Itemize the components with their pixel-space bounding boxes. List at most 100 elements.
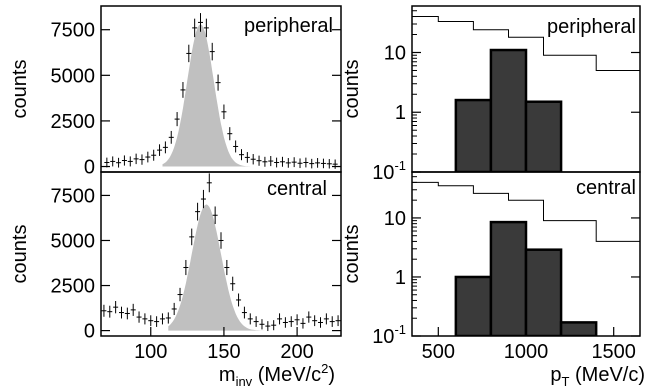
peak-fit-area: [162, 24, 251, 167]
data-point: [274, 157, 280, 168]
data-point: [279, 156, 285, 167]
histogram-bins: [412, 181, 640, 336]
data-point: [136, 311, 142, 323]
data-point: [306, 311, 312, 323]
y-axis-label: counts: [341, 60, 363, 119]
data-point: [101, 304, 107, 317]
panel-left-top: 0 2500 5000 7500 peripheral counts: [9, 5, 342, 179]
y-ticks: 10-1 1 10: [372, 171, 640, 348]
data-point: [326, 159, 332, 169]
data-point: [259, 319, 265, 330]
data-point: [247, 313, 253, 325]
x-tick-label: 1000: [504, 341, 549, 363]
y-tick-label: 2500: [51, 111, 96, 133]
data-point: [183, 259, 189, 276]
filled-bin: [489, 220, 528, 336]
y-axis-label: counts: [9, 60, 31, 119]
y-tick-label: 7500: [51, 185, 96, 207]
data-point: [107, 305, 113, 318]
y-tick-label: 1: [395, 267, 406, 289]
data-point: [118, 306, 124, 319]
data-point: [236, 293, 242, 307]
data-point: [241, 306, 247, 319]
filled-bin: [524, 100, 563, 172]
data-point: [130, 303, 136, 316]
data-point: [309, 158, 315, 169]
y-tick-label: 7500: [51, 20, 96, 42]
data-point: [335, 315, 341, 327]
data-point: [200, 189, 206, 209]
data-point: [238, 149, 244, 161]
panel-title: central: [576, 177, 636, 199]
data-point: [198, 13, 204, 32]
data-point: [294, 314, 300, 326]
data-point: [303, 157, 309, 168]
data-point: [288, 316, 294, 327]
data-point: [195, 202, 201, 221]
data-point: [142, 313, 148, 325]
data-point: [250, 154, 256, 165]
data-point: [285, 158, 291, 168]
outline-histogram: [412, 181, 640, 242]
data-point: [177, 287, 183, 302]
data-point: [159, 313, 165, 325]
peak-fit-area: [168, 204, 265, 331]
data-point: [300, 318, 306, 329]
plot-frame: [100, 171, 342, 337]
data-point: [209, 42, 215, 61]
data-point: [165, 312, 171, 324]
panel-left-bottom: 0 2500 5000 7500 100 150 200 central counts m…: [9, 171, 342, 387]
data-point: [133, 153, 139, 165]
y-tick-label: 5000: [51, 230, 96, 252]
y-tick-label: 5000: [51, 65, 96, 87]
panel-right-top: 10-1 1 10 peripheral counts: [341, 5, 641, 184]
y-tick-label: 10: [384, 42, 406, 64]
data-point: [221, 104, 227, 120]
data-point: [174, 112, 180, 127]
x-tick-label: 100: [134, 341, 167, 363]
data-point: [157, 144, 163, 156]
y-tick-label: 0: [84, 157, 95, 179]
data-point: [227, 127, 233, 141]
filled-bin: [454, 275, 493, 336]
data-point: [233, 140, 239, 153]
y-axis-label: counts: [9, 225, 31, 284]
y-tick-label: 10: [384, 208, 406, 230]
data-point: [282, 317, 288, 328]
y-axis-label: counts: [341, 225, 363, 284]
data-point: [256, 155, 262, 166]
data-point: [332, 159, 338, 169]
y-tick-label: 2500: [51, 276, 96, 298]
x-axis-label: minv (MeV/c2): [219, 361, 335, 387]
data-point: [154, 316, 160, 327]
panel-title: central: [267, 178, 327, 200]
data-point: [262, 156, 268, 167]
x-axis-label: pT (MeV/c): [550, 364, 645, 387]
data-point: [127, 156, 133, 167]
y-ticks: 0 2500 5000 7500: [51, 20, 341, 179]
y-ticks: 0 2500 5000 7500: [51, 185, 341, 343]
filled-bin: [489, 48, 528, 172]
data-point: [253, 316, 259, 327]
data-point: [113, 301, 119, 314]
data-point: [168, 130, 174, 144]
x-tick-label: 1500: [591, 341, 636, 363]
filled-bin: [559, 321, 598, 336]
x-tick-label: 200: [280, 341, 313, 363]
data-point: [162, 141, 168, 154]
x-tick-label: 150: [207, 341, 240, 363]
data-point: [277, 313, 283, 325]
data-point: [110, 156, 116, 167]
histogram-bins: [412, 16, 640, 172]
data-point: [244, 152, 250, 163]
data-point: [186, 44, 192, 63]
data-points: [104, 13, 338, 169]
x-ticks: 100 150 200: [134, 327, 314, 363]
data-point: [189, 228, 195, 246]
data-point: [139, 154, 145, 165]
data-point: [192, 18, 198, 38]
data-point: [180, 82, 186, 98]
data-point: [104, 157, 110, 168]
x-tick-label: 500: [422, 341, 455, 363]
